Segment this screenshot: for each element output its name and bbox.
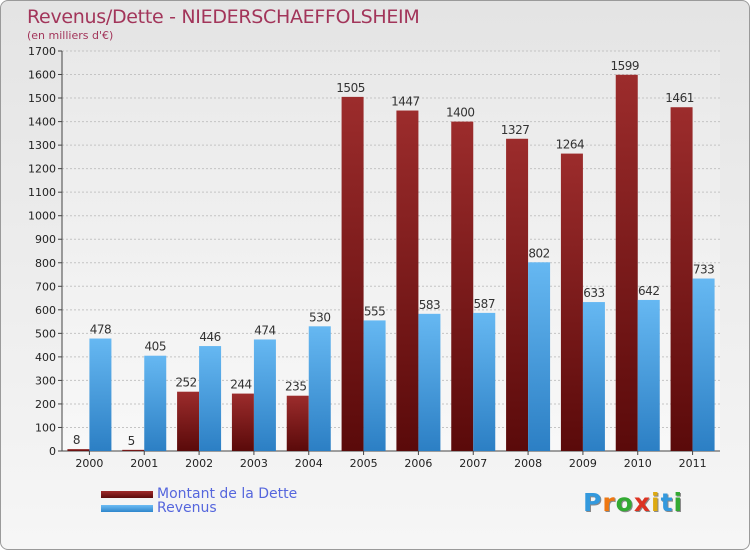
y-tick-label: 200 <box>35 398 56 411</box>
bar-debt <box>451 121 474 452</box>
y-tick-label: 1400 <box>28 116 56 129</box>
bar-revenue <box>418 313 441 451</box>
y-tick-label: 1100 <box>28 186 56 199</box>
data-label-revenue: 642 <box>638 284 659 298</box>
legend-swatch-debt <box>101 491 153 498</box>
data-label-debt: 1264 <box>556 138 585 152</box>
y-tick-label: 400 <box>35 351 56 364</box>
data-label-revenue: 478 <box>90 323 111 337</box>
data-label-revenue: 587 <box>474 297 495 311</box>
y-tick-label: 1300 <box>28 139 56 152</box>
bar-revenue <box>637 299 660 451</box>
x-tick-label: 2005 <box>350 457 378 470</box>
chart-subtitle: (en milliers d'€) <box>27 29 114 42</box>
x-tick-label: 2002 <box>185 457 213 470</box>
y-tick-label: 700 <box>35 280 56 293</box>
x-tick-label: 2008 <box>514 457 542 470</box>
bar-revenue <box>692 278 715 451</box>
x-tick-label: 2006 <box>404 457 432 470</box>
data-label-debt: 1447 <box>391 95 420 109</box>
data-label-debt: 235 <box>285 380 306 394</box>
bar-debt <box>560 153 583 451</box>
bar-revenue <box>473 312 496 451</box>
x-tick-label: 2010 <box>624 457 652 470</box>
bar-debt <box>286 395 309 451</box>
legend-swatch-revenue <box>101 505 153 512</box>
x-tick-label: 2009 <box>569 457 597 470</box>
data-label-debt: 1505 <box>336 81 365 95</box>
data-label-revenue: 474 <box>254 323 275 337</box>
logo-letter: i <box>673 488 684 517</box>
bar-debt <box>231 393 254 451</box>
logo-letter: P <box>583 488 603 517</box>
bar-revenue <box>199 346 222 451</box>
y-tick-label: 1700 <box>28 45 56 58</box>
y-tick-label: 1200 <box>28 163 56 176</box>
bar-revenue <box>582 302 605 451</box>
y-tick-label: 1000 <box>28 210 56 223</box>
legend-label-revenue: Revenus <box>157 500 217 516</box>
y-tick-label: 900 <box>35 233 56 246</box>
y-tick-label: 100 <box>35 421 56 434</box>
data-label-debt: 1327 <box>501 123 530 137</box>
x-tick-label: 2007 <box>459 457 487 470</box>
bar-revenue <box>89 338 112 451</box>
y-tick-label: 300 <box>35 374 56 387</box>
data-label-revenue: 530 <box>309 310 330 324</box>
data-label-revenue: 405 <box>145 340 166 354</box>
bar-debt <box>670 107 693 451</box>
data-label-debt: 5 <box>128 434 135 448</box>
y-tick-label: 500 <box>35 327 56 340</box>
data-label-debt: 8 <box>73 433 80 447</box>
bar-debt <box>506 138 529 451</box>
y-tick-label: 600 <box>35 304 56 317</box>
bar-debt <box>615 74 638 451</box>
bar-revenue <box>144 355 167 451</box>
data-label-revenue: 733 <box>693 263 714 277</box>
y-tick-label: 0 <box>49 445 56 458</box>
logo-letter: o <box>615 488 634 517</box>
x-tick-label: 2004 <box>295 457 323 470</box>
y-tick-label: 800 <box>35 257 56 270</box>
bar-revenue <box>253 339 276 451</box>
logo-letter: x <box>633 488 651 517</box>
chart-title: Revenus/Dette - NIEDERSCHAEFFOLSHEIM <box>27 6 420 28</box>
x-tick-label: 2011 <box>679 457 707 470</box>
legend-label-debt: Montant de la Dette <box>157 486 298 502</box>
data-label-debt: 1400 <box>446 106 475 120</box>
data-label-revenue: 802 <box>528 246 549 260</box>
data-label-debt: 252 <box>175 376 196 390</box>
data-label-revenue: 583 <box>419 298 440 312</box>
bar-revenue <box>528 262 551 451</box>
y-tick-label: 1600 <box>28 69 56 82</box>
data-label-debt: 244 <box>230 378 251 392</box>
data-label-revenue: 633 <box>583 286 604 300</box>
logo-letter: t <box>660 488 674 517</box>
bar-debt <box>122 449 145 451</box>
data-label-debt: 1599 <box>610 59 639 73</box>
bar-debt <box>396 110 419 451</box>
logo-letter: r <box>602 488 616 517</box>
data-label-debt: 1461 <box>665 91 694 105</box>
plot-area <box>62 51 720 451</box>
logo-letter: i <box>651 488 661 517</box>
x-tick-label: 2003 <box>240 457 268 470</box>
x-tick-label: 2001 <box>130 457 158 470</box>
bar-debt <box>177 391 200 451</box>
bar-debt <box>67 449 90 451</box>
bar-revenue <box>363 320 386 451</box>
proxiti-logo: Proxiti <box>583 488 683 517</box>
bar-debt <box>341 96 364 451</box>
y-tick-label: 1500 <box>28 92 56 105</box>
x-tick-label: 2000 <box>75 457 103 470</box>
data-label-revenue: 446 <box>199 330 220 344</box>
bar-revenue <box>308 326 331 451</box>
data-label-revenue: 555 <box>364 304 385 318</box>
